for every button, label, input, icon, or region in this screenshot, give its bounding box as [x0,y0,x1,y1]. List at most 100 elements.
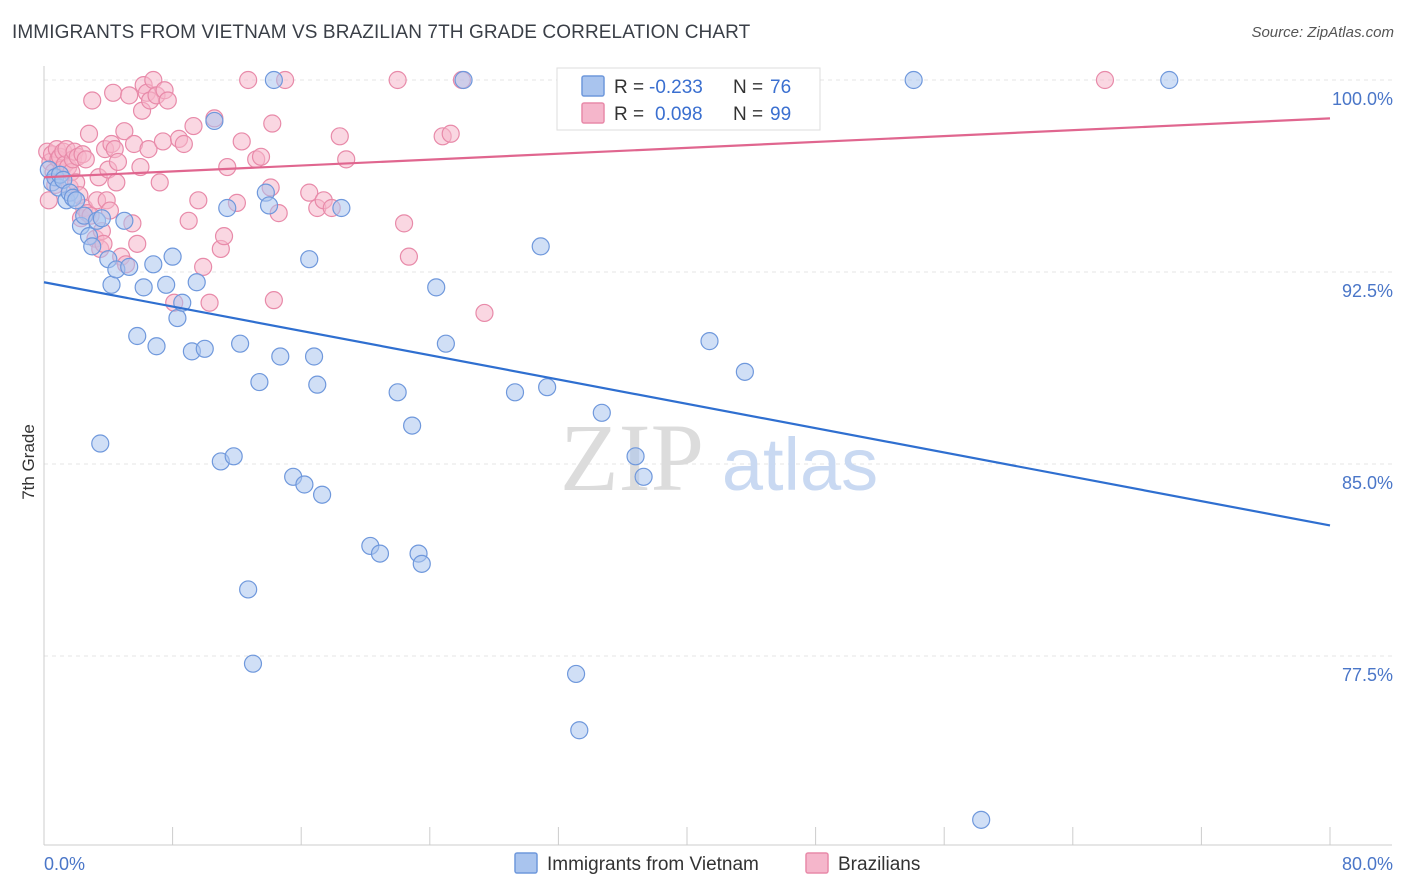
brazilians-point-81 [263,114,282,133]
brazilians-point-74 [218,157,237,177]
vietnam-point-58 [436,334,455,353]
vietnam-point-23 [144,255,163,274]
vietnam-point-46 [300,250,319,269]
stats-n-label-2: N = [733,104,763,125]
vietnam-point-49 [312,485,332,504]
vietnam-point-71 [735,362,754,381]
vietnam-trend-line [43,281,1331,527]
x-tick-label-1: 80.0% [1342,854,1393,874]
vietnam-point-53 [388,383,407,402]
y-axis-label: 7th Grade [19,424,38,500]
brazilians-point-69 [194,257,213,276]
vietnam-point-22 [134,278,153,297]
vietnam-point-41 [259,196,279,215]
vietnam-point-45 [295,475,314,494]
y-tick-label-1: 85.0% [1342,473,1393,493]
vietnam-point-70 [700,332,719,351]
vietnam-point-57 [427,278,446,297]
axes [43,66,1392,846]
brazilians-point-40 [104,83,123,102]
brazilians-point-68 [189,191,208,210]
x-tick-label-0: 0.0% [44,854,85,874]
vietnam-point-30 [187,273,206,292]
legend-swatch-brazilians [805,852,829,874]
vietnam-point-66 [592,403,611,422]
vietnam-point-75 [91,434,110,453]
brazilians-point-24 [76,150,95,169]
vietnam-point-56 [412,554,431,573]
legend-swatch-vietnam [514,852,538,874]
stats-swatch-pink [581,102,605,124]
grid-lines [44,79,1392,657]
brazilians-point-82 [264,291,283,310]
brazilians-point-97 [475,303,494,323]
vietnam-point-60 [505,383,525,402]
brazilians-point-92 [394,214,414,233]
vietnam-point-24 [147,337,166,356]
stats-n-value-1: 76 [770,77,791,98]
vietnam-point-26 [163,247,182,266]
brazilians-point-26 [79,124,99,143]
stats-r-value-2: 0.098 [655,104,703,125]
vietnam-point-62 [538,378,557,397]
vietnam-point-31 [195,339,214,358]
stats-swatch-blue [581,75,605,97]
vietnam-point-27 [168,308,187,328]
vietnam-point-43 [271,347,290,366]
brazilians-point-47 [120,86,139,105]
vietnam-point-35 [224,447,243,466]
y-tick-label-3: 100.0% [1332,89,1393,109]
brazilians-point-50 [128,234,147,253]
chart-title: IMMIGRANTS FROM VIETNAM VS BRAZILIAN 7TH… [12,22,751,43]
brazilians-point-60 [153,132,173,151]
vietnam-point-50 [332,198,351,218]
brazilians-point-85 [300,183,319,202]
vietnam-point-37 [239,580,258,599]
vietnam-point-13 [83,237,102,256]
brazilians-point-89 [330,127,349,146]
brazilians-point-93 [399,247,419,266]
stats-legend: R = -0.233 N = 76 R = 0.098 N = 99 [556,67,821,131]
brazilians-point-55 [139,140,158,159]
vietnam-point-39 [250,372,269,392]
brazilians-point-91 [388,70,407,90]
vietnam-point-72 [904,70,923,90]
brazilians-point-76 [232,132,251,151]
vietnam-point-64 [570,721,589,740]
vietnam-point-42 [264,70,283,90]
legend-label-vietnam: Immigrants from Vietnam [547,854,759,875]
brazilians-point-73 [214,227,234,246]
vietnam-point-59 [454,70,473,90]
legend-label-brazilians: Brazilians [838,854,920,875]
vietnam-point-63 [566,664,586,684]
vietnam-points [39,70,1179,829]
brazilians-point-79 [251,147,271,166]
brazilians-point-1 [39,191,58,210]
brazilians-point-77 [239,70,258,90]
y-tick-label-0: 77.5% [1342,665,1393,685]
vietnam-point-47 [304,347,324,366]
stats-r-value-1: -0.233 [649,77,703,98]
vietnam-point-38 [243,654,263,673]
brazilians-point-51 [131,157,150,177]
y-tick-label-2: 92.5% [1342,281,1393,301]
vietnam-point-34 [218,198,237,218]
stats-n-label-1: N = [733,77,763,98]
brazilians-point-62 [158,91,177,110]
y-tick-labels: 77.5% 85.0% 92.5% 100.0% [1332,89,1393,685]
brazilians-point-65 [174,134,193,154]
stats-r-label-2: R = [614,104,644,125]
brazilians-point-67 [184,116,203,136]
vietnam-point-21 [128,326,147,346]
vietnam-point-52 [370,544,390,563]
vietnam-point-68 [634,467,653,486]
brazilians-point-28 [83,91,102,110]
vietnam-point-54 [403,416,422,435]
brazilians-point-95 [441,124,460,143]
vietnam-point-36 [231,334,250,353]
source-label: Source: ZipAtlas.com [1251,24,1394,41]
vietnam-point-17 [102,275,121,294]
stats-r-label-1: R = [614,77,644,98]
vietnam-point-67 [626,447,645,466]
brazilians-point-70 [200,293,219,312]
